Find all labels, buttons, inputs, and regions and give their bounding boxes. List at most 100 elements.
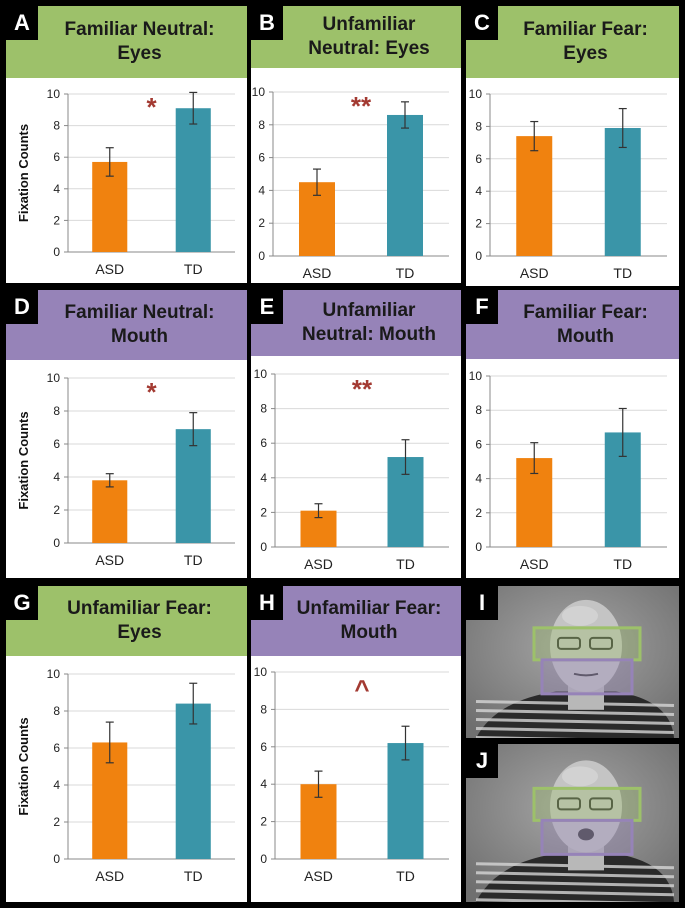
panel-title-line: Unfamiliar Fear: — [296, 598, 442, 619]
panel-title-line: Mouth — [340, 622, 398, 643]
shirt-stripe — [475, 717, 675, 725]
bar-asd — [92, 161, 128, 252]
panel-letter: B — [251, 6, 283, 40]
significance-marker: * — [146, 377, 157, 407]
y-tick-label: 8 — [260, 402, 267, 416]
photo-i: I — [466, 586, 679, 738]
y-tick-label: 4 — [475, 472, 482, 486]
y-tick-label: 0 — [53, 852, 60, 866]
panel-h: H Unfamiliar Fear: Mouth 0 2 4 6 8 10 ASD TD ^ — [251, 586, 461, 902]
shirt-stripe — [475, 898, 662, 902]
panel-title: Familiar Fear: Eyes — [466, 6, 679, 78]
panel-letter: I — [466, 586, 498, 620]
mouth-open — [578, 828, 594, 841]
panel-e: E Unfamiliar Neutral: Mouth 0 2 4 6 8 10 ASD TD ** — [251, 290, 461, 578]
glasses-left — [557, 797, 581, 811]
panel-title-line: Familiar Neutral: — [64, 19, 215, 40]
panel-title-line: Unfamiliar Fear: — [67, 598, 212, 619]
mouth — [573, 672, 599, 677]
head-highlight — [562, 766, 598, 787]
shirt-stripe — [475, 871, 675, 879]
mouth-region-box — [540, 658, 634, 696]
glasses-left — [557, 636, 581, 650]
y-axis-label: Fixation Counts — [16, 411, 31, 509]
panel-letter: H — [251, 586, 283, 620]
panel-title-line: Eyes — [117, 43, 162, 64]
y-tick-label: 8 — [53, 404, 60, 418]
y-tick-label: 6 — [260, 436, 267, 450]
face-photo — [466, 744, 679, 902]
panel-title: Familiar Neutral: Mouth — [6, 290, 247, 360]
panel-letter: G — [6, 586, 38, 620]
y-tick-label: 2 — [53, 503, 60, 517]
y-tick-label: 10 — [469, 369, 483, 383]
y-tick-label: 4 — [53, 182, 60, 196]
head-highlight — [562, 605, 598, 626]
y-tick-label: 8 — [260, 702, 267, 716]
y-tick-label: 10 — [47, 371, 61, 385]
y-tick-label: 6 — [53, 150, 60, 164]
y-tick-label: 4 — [258, 183, 265, 197]
y-axis-label: Fixation Counts — [16, 717, 31, 815]
y-tick-label: 6 — [475, 152, 482, 166]
bar-chart: 0 2 4 6 8 10 ASD TD * Fixation Counts — [16, 87, 235, 277]
panel-letter: E — [251, 290, 283, 324]
panel-g: G Unfamiliar Fear: Eyes 0 2 4 6 8 10 ASD TD Fixatio… — [6, 586, 247, 902]
panel-title: Familiar Neutral: Eyes — [6, 6, 247, 78]
x-tick-label: ASD — [520, 556, 549, 572]
panel-title: Unfamiliar Neutral: Eyes — [251, 6, 461, 68]
y-tick-label: 8 — [475, 119, 482, 133]
significance-marker: ^ — [354, 674, 369, 704]
panel-c: C Familiar Fear: Eyes 0 2 4 6 8 10 ASD TD — [466, 6, 679, 286]
significance-marker: ** — [351, 91, 372, 121]
panel-a: A Familiar Neutral: Eyes 0 2 4 6 8 10 ASD TD * Fixat… — [6, 6, 247, 283]
shirt-stripe — [475, 889, 675, 897]
bar-td — [604, 128, 641, 256]
x-tick-label: TD — [184, 552, 203, 568]
y-tick-label: 10 — [469, 87, 483, 101]
y-tick-label: 0 — [260, 852, 267, 866]
y-tick-label: 0 — [53, 245, 60, 259]
significance-marker: ** — [352, 374, 373, 404]
bar-chart: 0 2 4 6 8 10 ASD TD Fixation Counts — [16, 667, 235, 884]
y-tick-label: 0 — [475, 540, 482, 554]
panel-title-line: Neutral: Eyes — [308, 38, 430, 59]
eyes-region-box — [532, 786, 642, 822]
bar-td — [387, 743, 424, 859]
x-tick-label: ASD — [95, 868, 124, 884]
panel-letter: D — [6, 290, 38, 324]
x-tick-label: TD — [396, 556, 415, 572]
y-axis-label: Fixation Counts — [16, 124, 31, 222]
y-tick-label: 0 — [53, 536, 60, 550]
panel-title-line: Familiar Fear: — [523, 19, 648, 40]
y-tick-label: 10 — [252, 85, 266, 99]
y-tick-label: 2 — [53, 815, 60, 829]
y-tick-label: 0 — [475, 249, 482, 263]
y-tick-label: 2 — [260, 815, 267, 829]
y-tick-label: 4 — [475, 184, 482, 198]
bar-td — [175, 703, 211, 859]
y-tick-label: 2 — [258, 216, 265, 230]
photo-j: J — [466, 744, 679, 902]
y-tick-label: 0 — [260, 540, 267, 554]
panel-title-line: Eyes — [117, 622, 162, 643]
y-tick-label: 4 — [53, 470, 60, 484]
y-tick-label: 8 — [53, 704, 60, 718]
glasses-right — [589, 797, 613, 811]
x-tick-label: ASD — [95, 552, 124, 568]
panel-title-line: Unfamiliar — [322, 14, 416, 35]
y-tick-label: 4 — [53, 778, 60, 792]
panel-b: B Unfamiliar Neutral: Eyes 0 2 4 6 8 10 ASD TD ** — [251, 6, 461, 283]
bar-chart: 0 2 4 6 8 10 ASD TD ** — [252, 85, 449, 281]
panel-f: F Familiar Fear: Mouth 0 2 4 6 8 10 ASD TD — [466, 290, 679, 578]
y-tick-label: 4 — [260, 777, 267, 791]
bar-chart: 0 2 4 6 8 10 ASD TD — [469, 369, 667, 572]
panel-title-line: Mouth — [557, 325, 614, 347]
eyes-region-box — [532, 626, 642, 662]
shirt-stripe — [475, 726, 675, 734]
panel-title-line: Neutral: Mouth — [301, 324, 437, 345]
panel-title-line: Mouth — [111, 326, 168, 347]
bar-td — [387, 114, 423, 257]
panel-title-line: Unfamiliar — [322, 300, 416, 321]
y-tick-label: 0 — [258, 249, 265, 263]
